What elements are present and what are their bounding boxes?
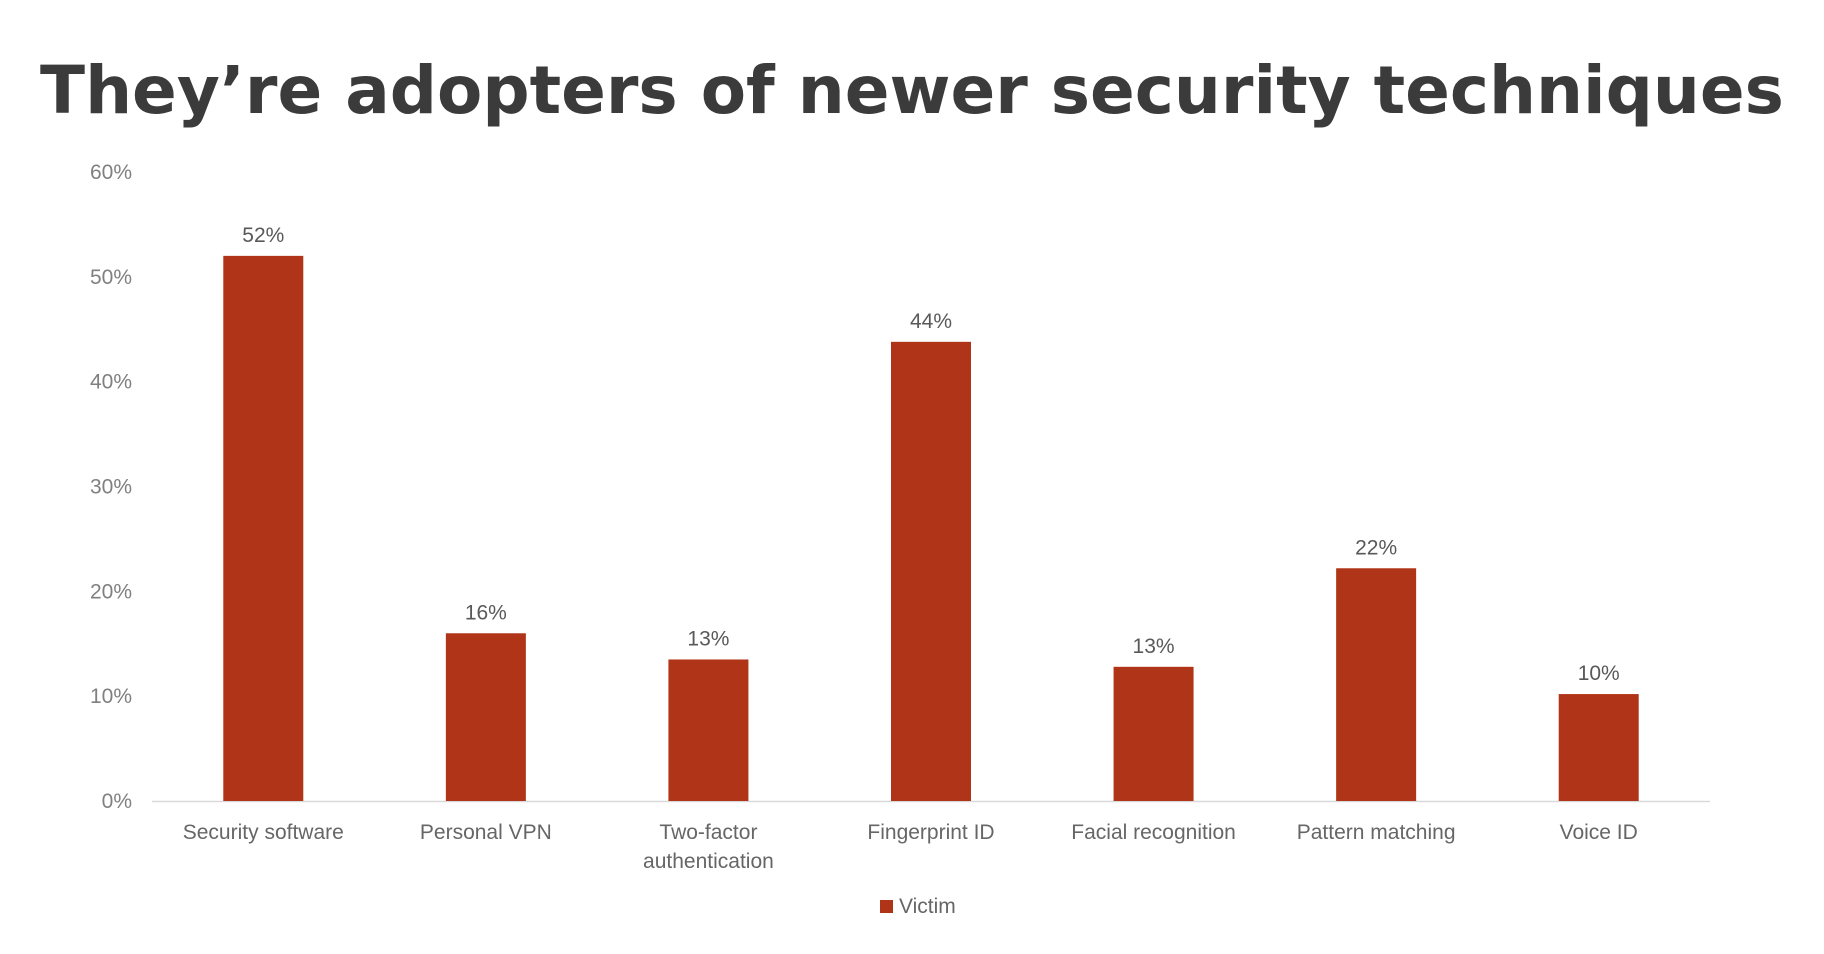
x-tick-label: Pattern matching [1297, 821, 1456, 844]
y-tick-label: 0% [102, 790, 132, 813]
bar [445, 633, 526, 801]
legend-swatch [880, 900, 893, 913]
y-tick-label: 50% [90, 266, 132, 289]
data-label: 13% [1133, 635, 1175, 658]
bar [1113, 666, 1194, 801]
y-tick-label: 10% [90, 685, 132, 708]
data-label: 22% [1355, 536, 1397, 559]
legend-label: Victim [899, 895, 956, 918]
legend: Victim [880, 895, 956, 918]
data-labels: 52% 16% 13% 44% 13% 22% 10% [242, 224, 1619, 685]
bar [668, 659, 749, 801]
x-tick-label: authentication [643, 850, 774, 873]
data-label: 44% [910, 310, 952, 333]
x-tick-label: Fingerprint ID [867, 821, 994, 844]
data-label: 13% [687, 627, 729, 650]
bar [223, 255, 304, 801]
x-tick-label: Personal VPN [420, 821, 552, 844]
y-tick-label: 30% [90, 476, 132, 499]
x-axis: Security software Personal VPN Two-factor a… [152, 800, 1710, 873]
y-tick-label: 60% [90, 161, 132, 184]
data-label: 16% [465, 601, 507, 624]
x-tick-label: Voice ID [1560, 821, 1638, 844]
bar [1336, 568, 1417, 801]
bar [891, 341, 971, 801]
bar-series [223, 255, 1639, 801]
bar [1558, 694, 1639, 801]
x-tick-label: Two-factor [659, 821, 757, 844]
data-label: 10% [1578, 662, 1620, 685]
y-tick-label: 20% [90, 580, 132, 603]
y-axis: 0% 10% 20% 30% 40% 50% 60% [90, 161, 132, 813]
y-tick-label: 40% [90, 371, 132, 394]
x-tick-label: Facial recognition [1071, 821, 1236, 844]
data-label: 52% [242, 224, 284, 247]
x-tick-label: Security software [183, 821, 344, 844]
chart-title: They’re adopters of newer security techn… [40, 52, 1784, 129]
